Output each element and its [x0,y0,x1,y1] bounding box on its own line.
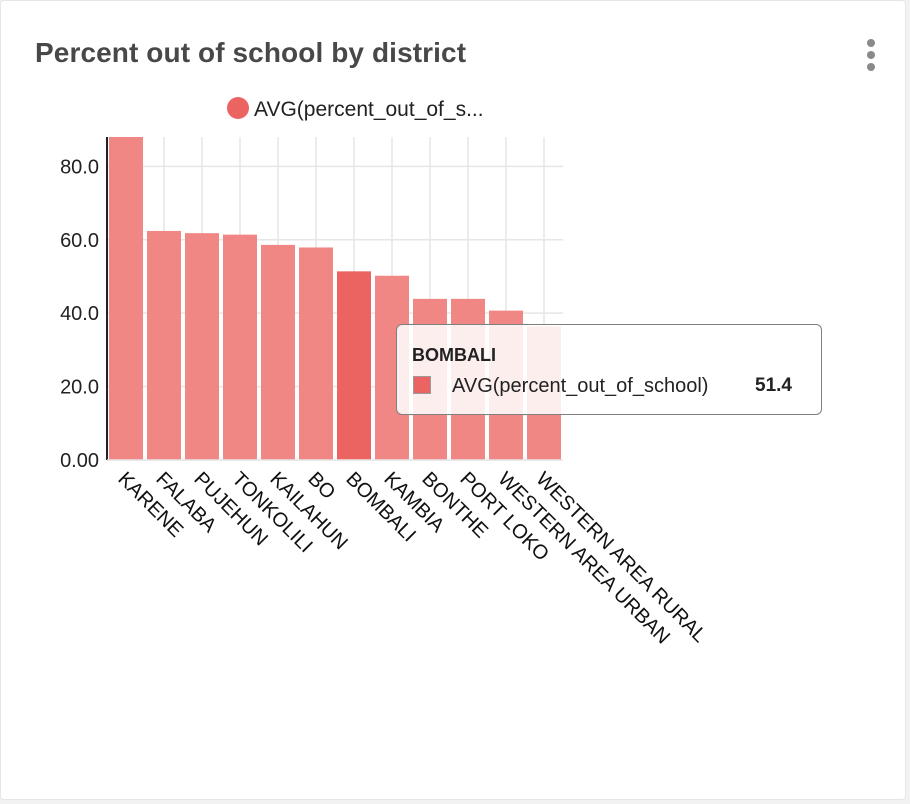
tooltip-title: BOMBALI [412,345,496,365]
tooltip: BOMBALI AVG(percent_out_of_school) 51.4 [396,324,822,415]
menu-dot [867,51,875,59]
tooltip-swatch [413,376,431,394]
menu-dot [867,39,875,47]
y-tick-label: 60.0 [60,230,99,252]
legend-label: AVG(percent_out_of_s... [254,98,484,121]
vertical-ellipsis-icon[interactable] [859,37,883,75]
menu-dot [867,63,875,71]
y-tick-label: 20.0 [60,377,99,399]
bar-kailahun[interactable] [261,244,295,460]
y-tick-label: 40.0 [60,303,99,325]
chart-title: Percent out of school by district [35,37,467,68]
x-tick-label: WESTERN AREA URBAN [493,468,674,649]
tooltip-value: 51.4 [755,375,792,396]
legend[interactable]: AVG(percent_out_of_s... [227,97,484,121]
bar-tonkolili[interactable] [223,234,257,460]
y-axis: 0.00 20.0 40.0 60.0 80.0 [60,137,108,472]
bar-karene[interactable] [109,137,143,460]
y-tick-label: 80.0 [60,156,99,178]
bar-bombali[interactable] [337,271,371,460]
x-tick-label: WESTERN AREA RURAL [531,468,710,647]
legend-dot [227,97,249,119]
tooltip-series-name: AVG(percent_out_of_school) [452,375,709,397]
bar-falaba[interactable] [147,230,181,460]
bar-bo[interactable] [299,247,333,460]
y-tick-label: 0.00 [60,450,99,472]
bar-pujehun[interactable] [185,233,219,460]
